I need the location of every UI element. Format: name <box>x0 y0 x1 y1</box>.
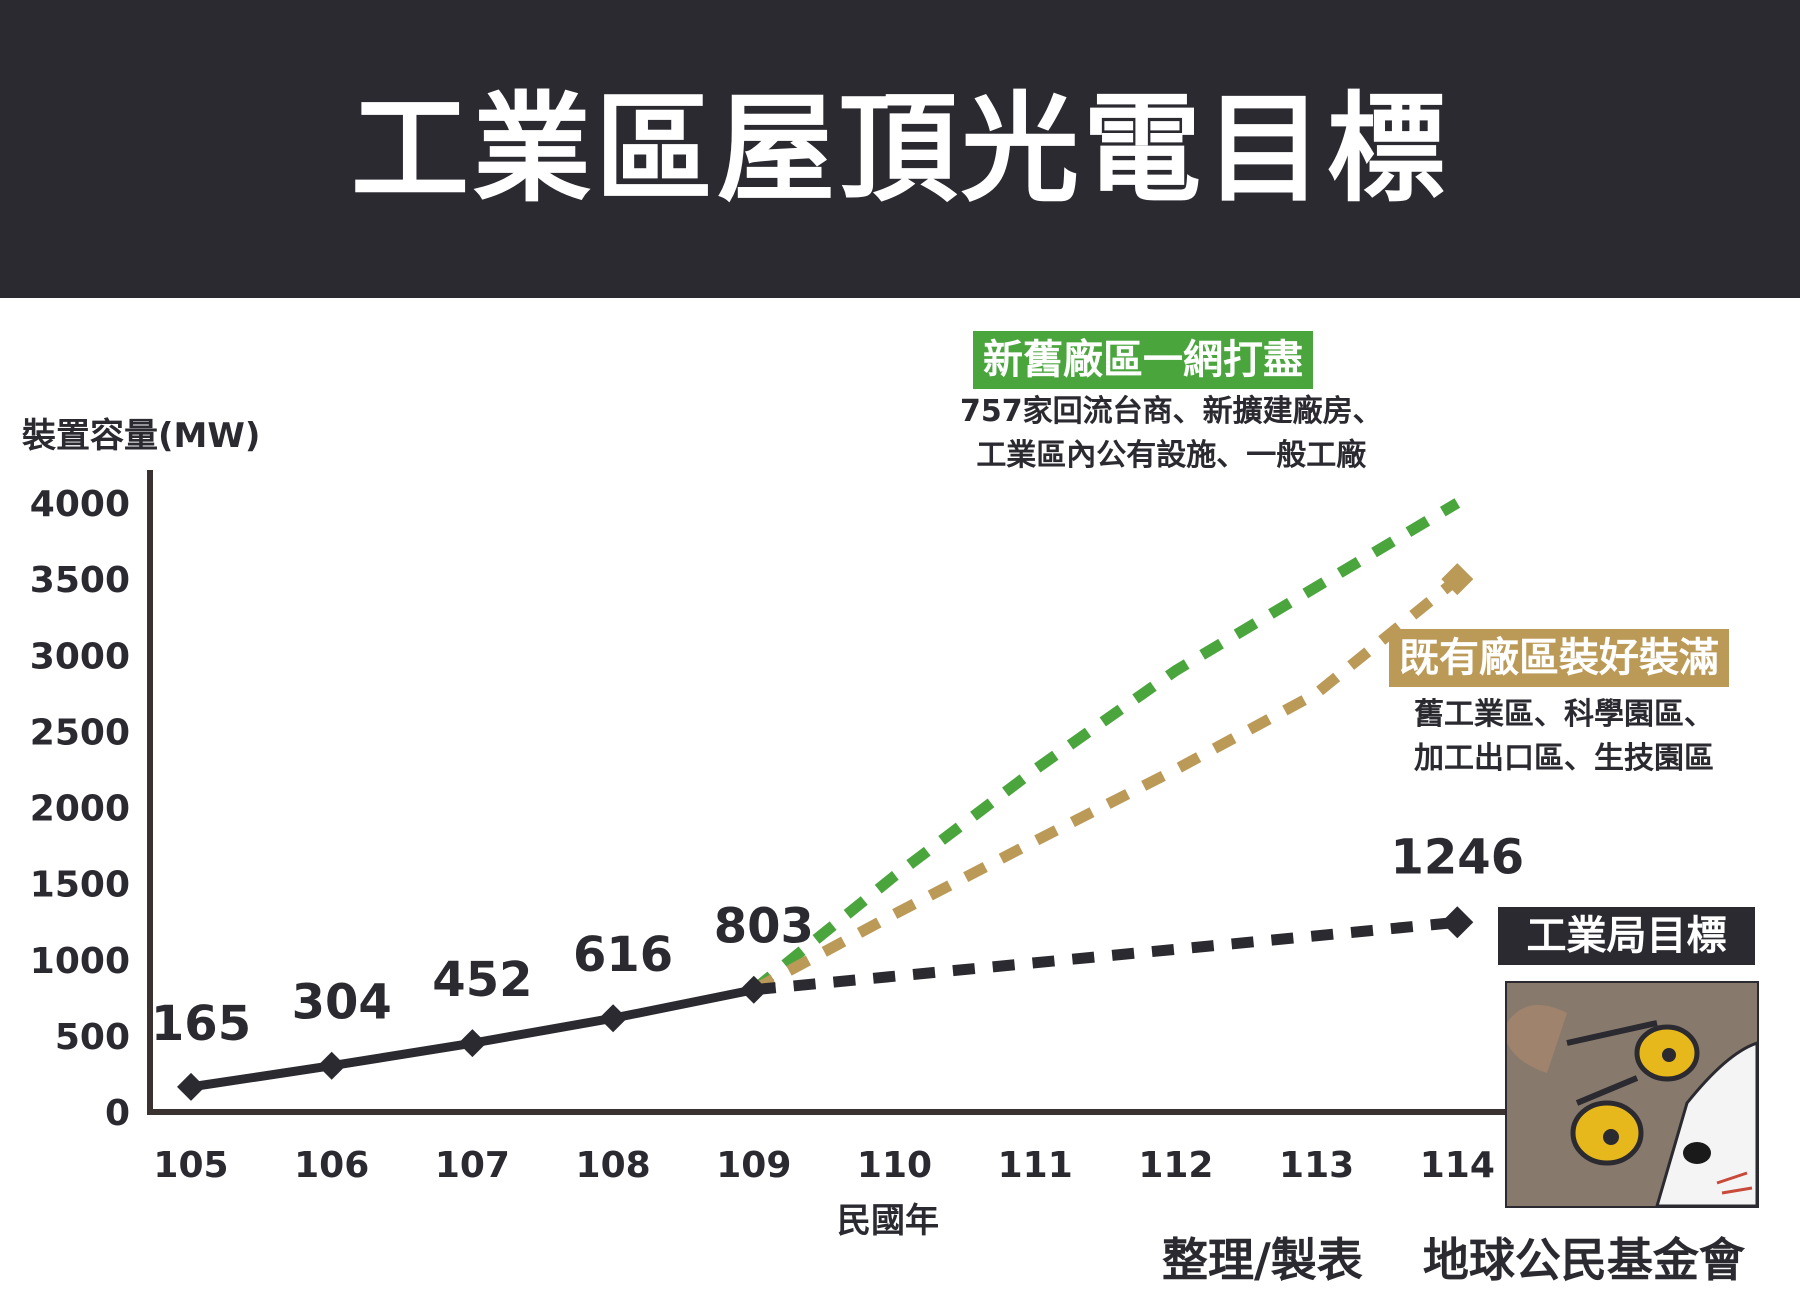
actual-point <box>317 1051 346 1080</box>
y-tick-label: 2000 <box>30 789 130 830</box>
y-tick-label: 2500 <box>30 712 130 753</box>
green-desc-line-1: 757家回流台商、新擴建廠房、 <box>960 394 1383 429</box>
y-tick-label: 3500 <box>30 560 130 601</box>
gold-desc-line-2: 加工出口區、生技園區 <box>1414 741 1714 776</box>
x-tick-label: 110 <box>857 1145 932 1186</box>
x-tick-label: 108 <box>576 1145 651 1186</box>
data-label: 803 <box>714 899 814 955</box>
gold-end-point <box>1441 563 1474 596</box>
x-tick-label: 107 <box>435 1145 510 1186</box>
title-banner: 工業區屋頂光電目標 <box>0 0 1800 298</box>
x-tick-label: 111 <box>998 1145 1073 1186</box>
credit-line: 整理/製表 地球公民基金會 <box>1162 1224 1745 1290</box>
data-label: 616 <box>573 927 673 983</box>
gold-desc-line-1: 舊工業區、科學園區、 <box>1414 697 1714 732</box>
y-tick-label: 1000 <box>30 941 130 982</box>
x-tick-label: 105 <box>153 1145 228 1186</box>
target-label: 工業局目標 <box>1498 907 1755 965</box>
x-tick-label: 106 <box>294 1145 369 1186</box>
y-tick-label: 500 <box>55 1017 130 1058</box>
actual-point <box>177 1072 205 1101</box>
y-tick-label: 0 <box>105 1093 130 1134</box>
gold-series-line <box>751 574 1461 995</box>
green-desc-line-2: 工業區內公有設施、一般工廠 <box>976 438 1367 473</box>
gold-scenario-label: 既有廠區裝好裝滿 <box>1389 629 1729 687</box>
actual-point <box>458 1029 487 1058</box>
data-label: 165 <box>151 996 251 1052</box>
x-tick-label: 112 <box>1138 1145 1213 1186</box>
actual-point <box>599 1004 628 1033</box>
green-series-line <box>750 498 1461 995</box>
actual-point <box>739 975 768 1004</box>
x-axis-title: 民國年 <box>837 1201 939 1241</box>
y-tick-label: 1500 <box>30 865 130 906</box>
green-scenario-desc: 757家回流台商、新擴建廠房、 工業區內公有設施、一般工廠 <box>960 390 1383 478</box>
y-axis-title: 裝置容量(MW) <box>22 416 260 456</box>
data-label: 1246 <box>1391 829 1525 885</box>
credit-org: 地球公民基金會 <box>1422 1233 1745 1287</box>
green-scenario-label: 新舊廠區一網打盡 <box>973 331 1313 389</box>
y-tick-label: 4000 <box>30 484 130 525</box>
data-label: 304 <box>292 975 392 1031</box>
meme-cat-drawing <box>1507 983 1757 1206</box>
data-label: 452 <box>432 952 532 1008</box>
credit-role: 整理/製表 <box>1162 1233 1363 1287</box>
y-tick-label: 3000 <box>30 636 130 677</box>
page-title: 工業區屋頂光電目標 <box>350 80 1449 218</box>
x-tick-label: 109 <box>716 1145 791 1186</box>
x-tick-label: 114 <box>1420 1145 1495 1186</box>
meme-cat-image <box>1505 981 1759 1208</box>
gold-scenario-desc: 舊工業區、科學園區、 加工出口區、生技園區 <box>1414 693 1714 781</box>
dark-end-point <box>1441 906 1474 939</box>
x-tick-label: 113 <box>1279 1145 1354 1186</box>
